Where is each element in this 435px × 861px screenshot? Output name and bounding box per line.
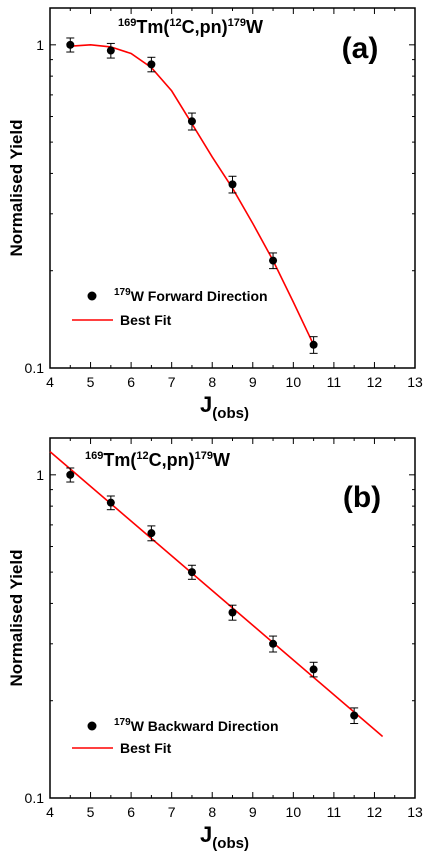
x-tick-label: 13 [407, 804, 423, 820]
chart-panel-b: 4 5 6 7 8 9 10 11 12 13 0.1 1 J(obs) Normalised Yield… [7, 437, 423, 852]
y-tick-label: 0.1 [25, 790, 45, 806]
legend-label-points: 179W Backward Direction [114, 717, 279, 734]
y-axis-label: Normalised Yield [7, 550, 26, 687]
y-tick-label: 0.1 [25, 360, 45, 376]
data-point [66, 40, 75, 49]
data-point [309, 340, 318, 349]
x-tick-label: 7 [168, 374, 176, 390]
data-point [309, 665, 318, 674]
chart-title: 169Tm(12C,pn)179W [118, 17, 263, 37]
x-tick-label: 10 [286, 374, 302, 390]
chart-panel-a: 4 5 6 7 8 9 10 11 12 13 0.1 1 J(obs) Normalised Yield… [7, 7, 423, 422]
x-tick-label: 6 [127, 374, 135, 390]
data-point [228, 608, 237, 617]
x-axis-label: J(obs) [200, 392, 249, 422]
data-point [147, 60, 156, 69]
legend-label-fit: Best Fit [120, 312, 172, 328]
data-point [106, 498, 115, 507]
chart-title: 169Tm(12C,pn)179W [85, 450, 230, 470]
x-tick-label: 4 [46, 374, 54, 390]
panel-label: (a) [342, 32, 379, 65]
x-tick-label: 10 [286, 804, 302, 820]
x-tick-label: 6 [127, 804, 135, 820]
data-point [187, 568, 196, 577]
x-tick-label: 12 [367, 374, 383, 390]
x-tick-label: 11 [327, 374, 342, 390]
y-tick-label: 1 [36, 37, 44, 53]
legend-label-points: 179W Forward Direction [114, 287, 268, 304]
x-tick-label: 5 [87, 804, 95, 820]
panel-label: (b) [343, 481, 381, 514]
legend-label-fit: Best Fit [120, 740, 172, 756]
data-point [187, 117, 196, 126]
x-tick-label: 9 [249, 374, 257, 390]
x-tick-label: 13 [407, 374, 423, 390]
data-point [269, 639, 278, 648]
fit-line [49, 450, 384, 738]
y-tick-label: 1 [36, 467, 44, 483]
data-point [147, 529, 156, 538]
data-point [66, 470, 75, 479]
x-tick-label: 5 [87, 374, 95, 390]
data-point [269, 256, 278, 265]
x-tick-label: 8 [208, 374, 216, 390]
x-tick-label: 7 [168, 804, 176, 820]
legend-marker-points [87, 291, 97, 301]
x-tick-label: 12 [367, 804, 383, 820]
legend-marker-points [87, 721, 97, 731]
data-point [228, 180, 237, 189]
data-point [350, 711, 359, 720]
x-tick-label: 8 [208, 804, 216, 820]
y-axis-label: Normalised Yield [7, 120, 26, 257]
data-point [106, 46, 115, 55]
x-tick-label: 4 [46, 804, 54, 820]
x-axis-label: J(obs) [200, 822, 249, 852]
x-tick-label: 9 [249, 804, 257, 820]
x-tick-label: 11 [327, 804, 342, 820]
